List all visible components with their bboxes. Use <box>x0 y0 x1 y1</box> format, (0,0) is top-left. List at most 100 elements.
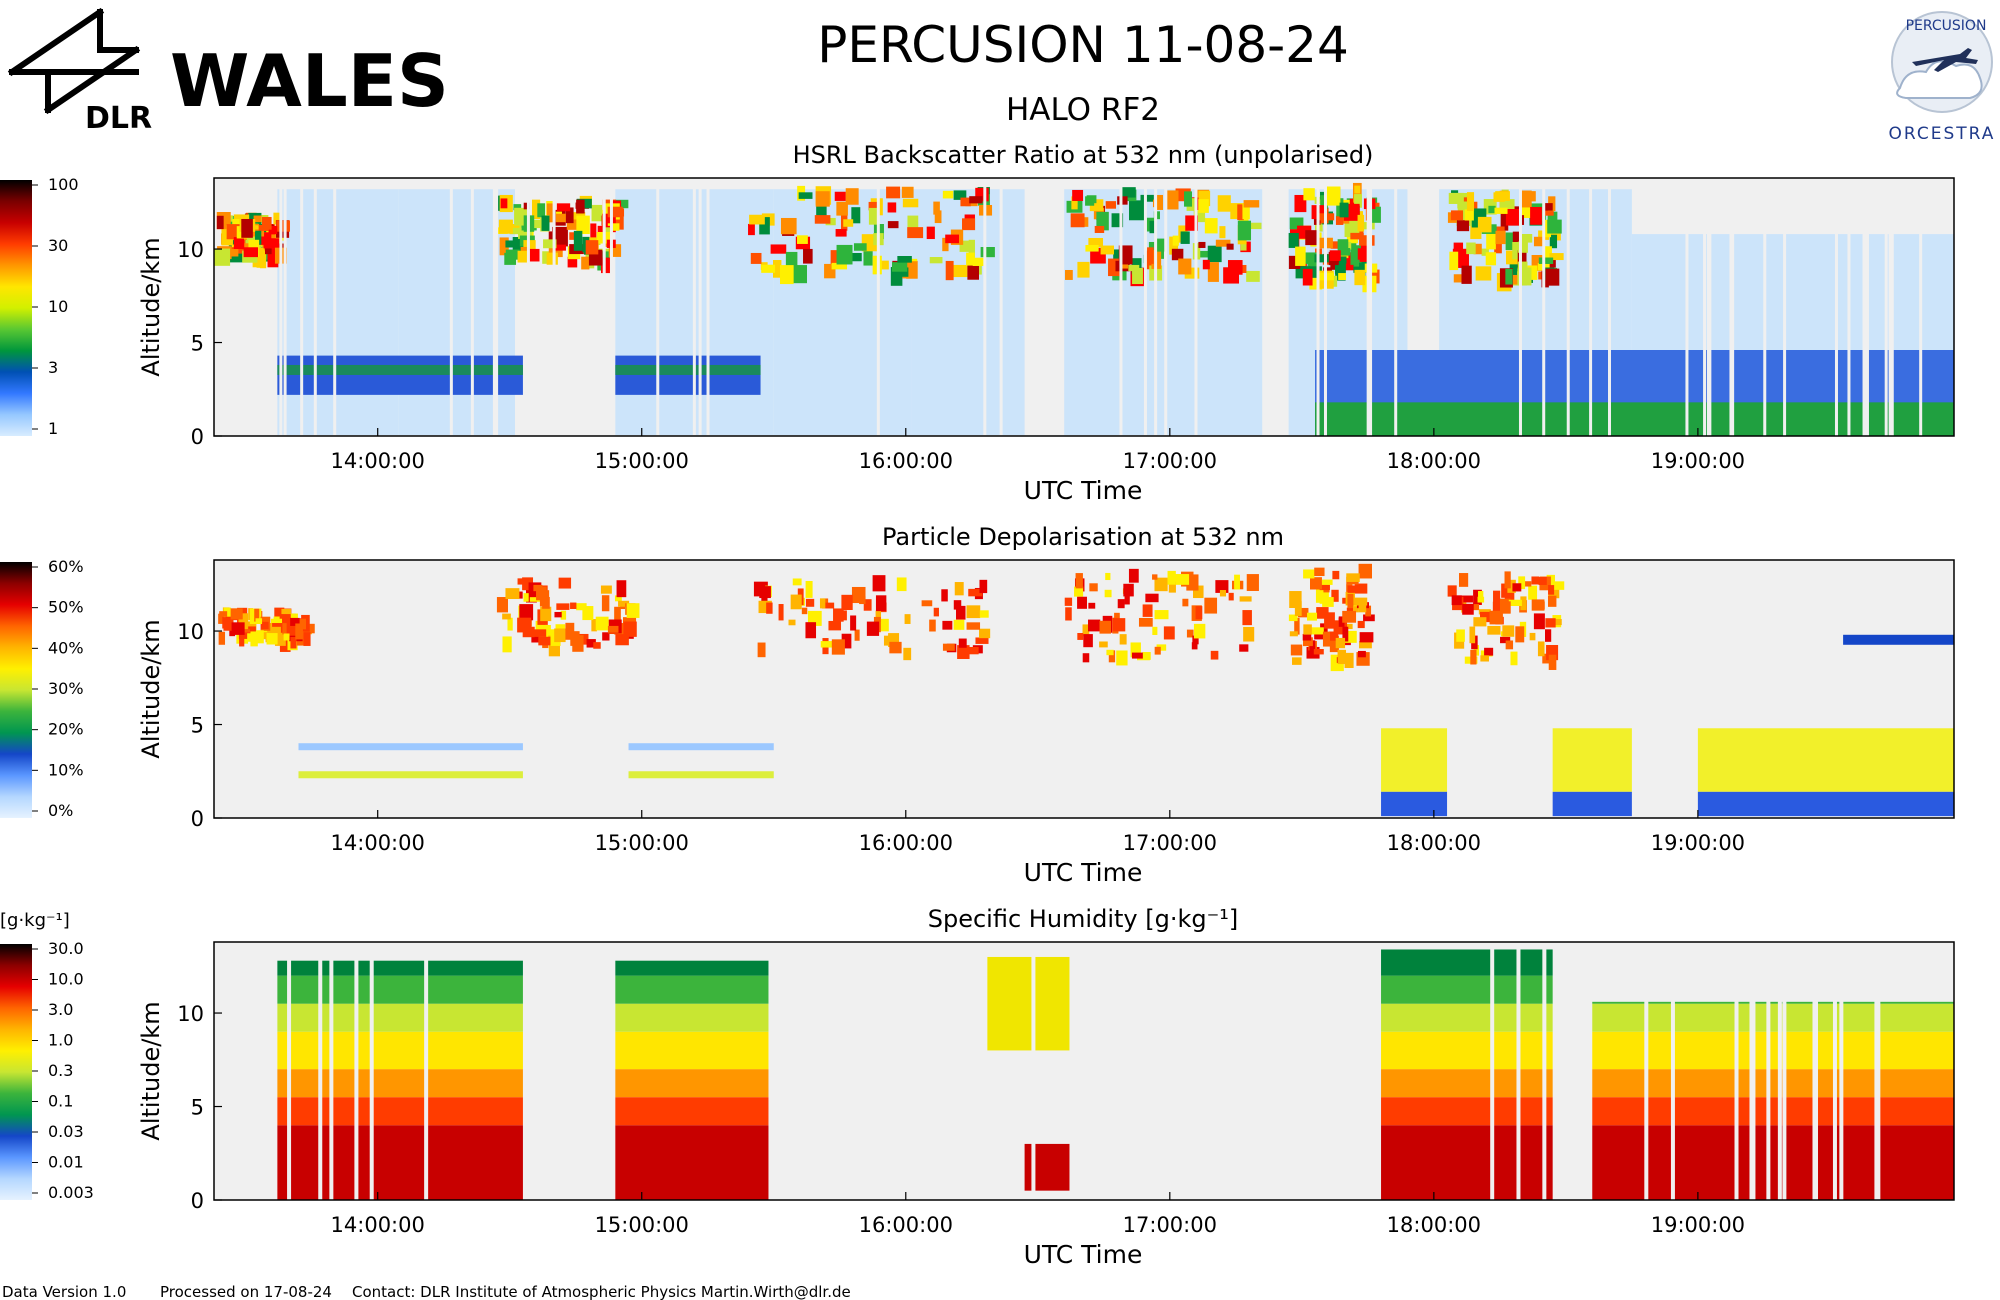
cirrus-cell <box>1494 207 1508 214</box>
cirrus-cell <box>761 264 776 273</box>
cirrus-cell <box>1453 274 1467 283</box>
y-tick-label: 5 <box>191 714 204 738</box>
cirrus-cell <box>853 243 867 251</box>
cirrus-cell <box>1538 257 1554 264</box>
depol-cirrus-cell <box>282 608 292 624</box>
depol-cirrus-cell <box>1502 625 1515 637</box>
cirrus-cell <box>581 256 590 270</box>
depol-cirrus-cell <box>1335 637 1346 649</box>
cirrus-cell <box>1473 243 1482 255</box>
cirrus-cell <box>1111 213 1124 228</box>
clear-air-region <box>277 189 399 436</box>
cirrus-cell <box>1470 219 1482 239</box>
depol-cirrus-cell <box>1123 583 1134 597</box>
cirrus-cell <box>824 263 836 279</box>
cirrus-cell <box>1198 241 1206 248</box>
depol-cirrus-cell <box>1193 585 1204 599</box>
depol-cirrus-cell <box>1168 581 1176 593</box>
data-gap <box>820 942 825 1200</box>
depol-cirrus-cell <box>1138 617 1153 627</box>
cirrus-cell <box>1129 200 1145 221</box>
depol-cirrus-cell <box>1303 624 1312 635</box>
plot-frame-backscatter <box>213 177 1955 437</box>
depol-cirrus-cell <box>1319 581 1330 591</box>
cirrus-cell <box>759 217 770 235</box>
depol-cirrus-cell <box>1210 650 1219 660</box>
data-gap <box>1763 178 1767 436</box>
x-tick-label: 19:00:00 <box>1651 831 1745 855</box>
data-gap <box>1542 178 1546 436</box>
depol-cirrus-cell <box>286 621 296 636</box>
cirrus-cell <box>785 251 798 271</box>
depol-cirrus-cell <box>1539 601 1545 610</box>
data-gap <box>1734 942 1739 1200</box>
cirrus-cell <box>1357 214 1365 232</box>
depol-cirrus-cell <box>1099 620 1111 634</box>
depol-cirrus-cell <box>565 622 575 640</box>
colorbar-depolarisation-tick-label: 20% <box>48 720 84 739</box>
depol-cirrus-cell <box>1343 630 1357 643</box>
cirrus-cell <box>233 237 245 250</box>
data-gap <box>300 178 304 436</box>
y-tick-label: 10 <box>177 1002 204 1026</box>
colorbar-humidity-tick-label: 30.0 <box>48 939 84 958</box>
depol-cirrus-cell <box>295 623 303 640</box>
cirrus-cell <box>1302 268 1313 286</box>
depol-cirrus-cell <box>1083 634 1093 648</box>
depol-cirrus-cell <box>1545 618 1556 628</box>
cirrus-cell <box>945 260 954 281</box>
depol-cirrus-cell <box>1332 570 1340 580</box>
depol-cirrus-cell <box>601 595 610 612</box>
depol-cirrus-cell <box>1533 613 1545 630</box>
campaign-logo-bottom-text: ORCESTRA <box>1889 124 1996 144</box>
depol-cirrus-cell <box>1489 610 1503 625</box>
humidity-patch <box>1024 1143 1070 1191</box>
cirrus-cell <box>531 219 547 229</box>
depol-cirrus-cell <box>979 610 989 618</box>
x-tick-label: 15:00:00 <box>595 449 689 473</box>
cirrus-cell <box>552 244 566 251</box>
cirrus-cell <box>1488 205 1496 214</box>
cirrus-cell <box>892 262 908 272</box>
page-title: PERCUSION 11-08-24 <box>817 16 1349 74</box>
humidity-layer <box>1592 1031 1954 1070</box>
depol-cirrus-cell <box>1154 577 1168 592</box>
cirrus-cell <box>1180 231 1190 244</box>
cirrus-cell <box>1155 238 1166 252</box>
depol-cirrus-cell <box>1074 586 1084 597</box>
depol-cirrus-cell <box>1204 597 1218 614</box>
cirrus-cell <box>1339 202 1349 218</box>
cirrus-cell <box>953 190 967 200</box>
depol-cirrus-cell <box>1088 619 1101 632</box>
cirrus-cell <box>241 218 253 238</box>
depol-cirrus-cell <box>1193 623 1206 639</box>
humidity-layer <box>1592 1069 1954 1098</box>
depol-cirrus-cell <box>1191 642 1198 650</box>
depol-cirrus-cell <box>1303 569 1315 579</box>
depol-cirrus-cell <box>1313 649 1324 655</box>
x-tick-label: 16:00:00 <box>859 1213 953 1237</box>
cirrus-cell <box>887 221 899 229</box>
cirrus-cell <box>1360 243 1369 254</box>
cirrus-cell <box>1219 226 1226 239</box>
cirrus-cell <box>576 199 585 214</box>
instrument-name: WALES <box>170 39 449 123</box>
depol-cirrus-cell <box>1239 596 1252 602</box>
depol-cirrus-cell <box>1508 599 1522 606</box>
aerosol-layer-core <box>615 364 761 375</box>
cirrus-cell <box>567 256 578 268</box>
cirrus-cell <box>569 232 576 240</box>
data-gap <box>1670 942 1675 1200</box>
humidity-layer <box>277 975 523 1004</box>
depol-cirrus-cell <box>1512 583 1522 592</box>
cirrus-cell <box>499 237 509 256</box>
humidity-layer <box>615 1125 769 1200</box>
x-axis-label-backscatter: UTC Time <box>1024 476 1143 505</box>
depol-cirrus-cell <box>266 633 278 645</box>
cirrus-cell <box>1154 194 1164 210</box>
y-tick-label: 0 <box>191 425 204 449</box>
cirrus-cell <box>614 199 629 209</box>
cirrus-cell <box>863 247 873 266</box>
cirrus-cell <box>1350 245 1362 265</box>
cirrus-cell <box>1527 265 1538 280</box>
